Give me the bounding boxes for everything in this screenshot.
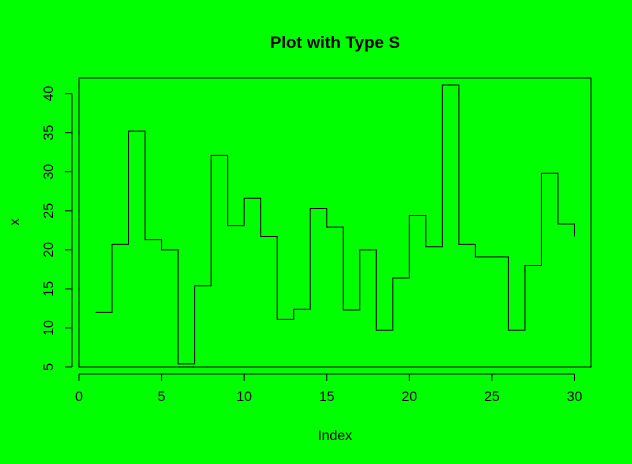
- y-axis-label: x: [6, 219, 22, 226]
- y-tick-label: 35: [40, 125, 56, 141]
- x-tick-label: 20: [402, 388, 418, 404]
- y-axis: 5 10 15 20 25 30 35 40: [40, 86, 73, 371]
- series-group: [95, 84, 575, 365]
- x-tick-label: 30: [567, 388, 583, 404]
- y-tick-label: 20: [40, 242, 56, 258]
- plot-frame: [78, 77, 592, 368]
- x-tick-label: 15: [319, 388, 335, 404]
- x-tick-label: 10: [236, 388, 252, 404]
- y-tick-label: 15: [40, 281, 56, 297]
- x-axis-label: Index: [318, 427, 352, 443]
- x-tick-label: 25: [484, 388, 500, 404]
- x-tick-label: 5: [158, 388, 166, 404]
- step-line: [95, 84, 575, 365]
- chart-title: Plot with Type S: [270, 33, 400, 52]
- y-tick-label: 30: [40, 164, 56, 180]
- x-axis: 0 5 10 15 20 25 30: [75, 373, 583, 404]
- y-tick-label: 40: [40, 86, 56, 102]
- y-tick-label: 5: [40, 363, 56, 371]
- y-tick-label: 25: [40, 203, 56, 219]
- y-tick-label: 10: [40, 320, 56, 336]
- x-tick-label: 0: [75, 388, 83, 404]
